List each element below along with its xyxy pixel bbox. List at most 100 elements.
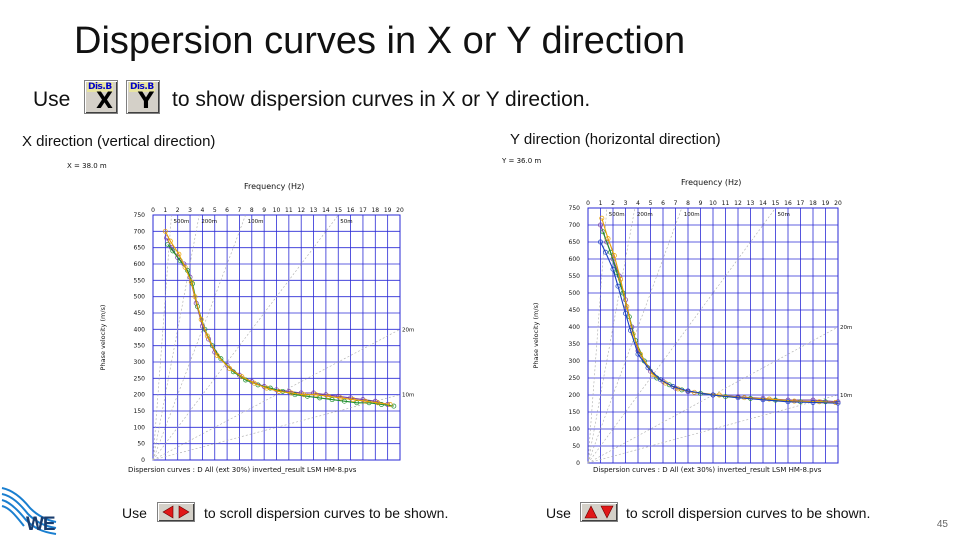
data-point [766, 396, 772, 402]
x-tick-label: 2 [611, 200, 615, 207]
wavelength-label: 20m [402, 327, 414, 333]
x-tick-label: 16 [347, 207, 355, 214]
wavelength-line [587, 207, 776, 464]
data-point [735, 395, 741, 401]
y-tick-label: 150 [569, 409, 581, 416]
data-point [251, 380, 257, 386]
y-tick-label: 550 [134, 277, 146, 284]
y-tick-label: 500 [569, 290, 581, 297]
data-point [635, 351, 641, 357]
series-line [600, 241, 839, 404]
x-tick-label: 13 [747, 200, 755, 207]
x-tick-label: 7 [238, 207, 242, 214]
data-point [325, 393, 331, 399]
series-line [164, 231, 391, 406]
y-tick-label: 250 [569, 375, 581, 382]
y-tick-label: 0 [576, 460, 580, 467]
right-arrow-icon[interactable] [178, 505, 190, 519]
caption-y-direction: Y direction (horizontal direction) [510, 131, 721, 148]
data-point [835, 400, 841, 406]
wavelength-label: 200m [637, 212, 653, 218]
data-point [791, 398, 797, 404]
x-tick-label: 10 [709, 200, 717, 207]
x-tick-label: 14 [759, 200, 767, 207]
data-point [670, 384, 676, 389]
scroll-buttons-x [157, 502, 195, 522]
data-point [338, 395, 344, 401]
x-tick-label: 17 [797, 200, 805, 207]
dispersion-y-button[interactable]: Dis.B Y [126, 80, 160, 114]
data-point [660, 378, 666, 384]
data-point [227, 366, 233, 371]
x-tick-label: 20 [396, 207, 404, 214]
we-logo: WE [0, 484, 58, 540]
x-tick-label: 18 [371, 207, 379, 214]
y-tick-label: 350 [569, 341, 581, 348]
data-point [615, 283, 621, 289]
data-point [685, 388, 691, 394]
data-point [816, 399, 822, 405]
data-point [760, 397, 766, 403]
data-point [645, 365, 651, 371]
dispersion-x-button[interactable]: Dis.B X [84, 80, 118, 114]
data-point [835, 399, 841, 405]
wavelength-line [152, 329, 401, 461]
left-arrow-icon[interactable] [162, 505, 174, 519]
x-tick-label: 11 [285, 207, 293, 214]
y-tick-label: 0 [141, 457, 145, 464]
data-point [165, 241, 171, 247]
data-point [710, 392, 716, 398]
y-tick-label: 150 [134, 408, 146, 415]
y-tick-label: 750 [134, 212, 146, 219]
wavelength-label: 500m [609, 212, 625, 218]
x-tick-label: 16 [784, 200, 792, 207]
up-arrow-icon[interactable] [584, 505, 598, 519]
data-point [204, 333, 210, 339]
y-tick-label: 550 [569, 273, 581, 280]
x-tick-label: 4 [636, 200, 640, 207]
data-point [209, 343, 215, 349]
x-tick-label: 7 [674, 200, 678, 207]
dispersion-chart-y: 0 1 2 3 4 5 6 7 8 9 10 11 12 13 14 15 16 17 18 19 2005010015… [532, 200, 852, 467]
x-tick-label: 9 [262, 207, 266, 214]
data-point [335, 393, 341, 399]
chart-footer-x: Dispersion curves : D All (ext 30%) inve… [128, 466, 357, 474]
wavelength-line [587, 207, 636, 464]
data-point [362, 398, 368, 404]
x-tick-label: 12 [297, 207, 305, 214]
x-tick-label: 8 [686, 200, 690, 207]
data-point [624, 304, 630, 310]
wavelength-label: 20m [840, 325, 852, 331]
scroll-use-prefix-y: Use [546, 505, 571, 521]
y-tick-label: 450 [134, 310, 146, 317]
data-point [317, 395, 323, 401]
data-point [192, 294, 198, 300]
data-point [323, 392, 329, 398]
logo-text: WE [26, 514, 56, 535]
data-point [611, 253, 617, 259]
data-point [224, 362, 230, 368]
data-point [264, 385, 270, 391]
wavelength-line [587, 394, 839, 464]
wavelength-line [152, 214, 200, 461]
down-arrow-icon[interactable] [600, 505, 614, 519]
slide-title: Dispersion curves in X or Y direction [74, 20, 686, 62]
y-tick-label: 300 [134, 359, 146, 366]
data-point [630, 331, 636, 337]
y-tick-label: 400 [134, 326, 146, 333]
data-point [175, 255, 181, 260]
y-tick-label: 200 [569, 392, 581, 399]
data-point [329, 397, 335, 403]
x-tick-label: 14 [322, 207, 330, 214]
x-tick-label: 15 [772, 200, 780, 207]
y-tick-label: 50 [137, 441, 145, 448]
x-tick-label: 15 [334, 207, 342, 214]
data-point [288, 390, 294, 396]
data-point [218, 356, 224, 362]
data-point [350, 397, 356, 403]
x-tick-label: 20 [834, 200, 842, 207]
y-tick-label: 400 [569, 324, 581, 331]
y-tick-label: 100 [134, 424, 146, 431]
x-tick-label: 3 [188, 207, 192, 214]
caption-x-direction: X direction (vertical direction) [22, 133, 216, 150]
